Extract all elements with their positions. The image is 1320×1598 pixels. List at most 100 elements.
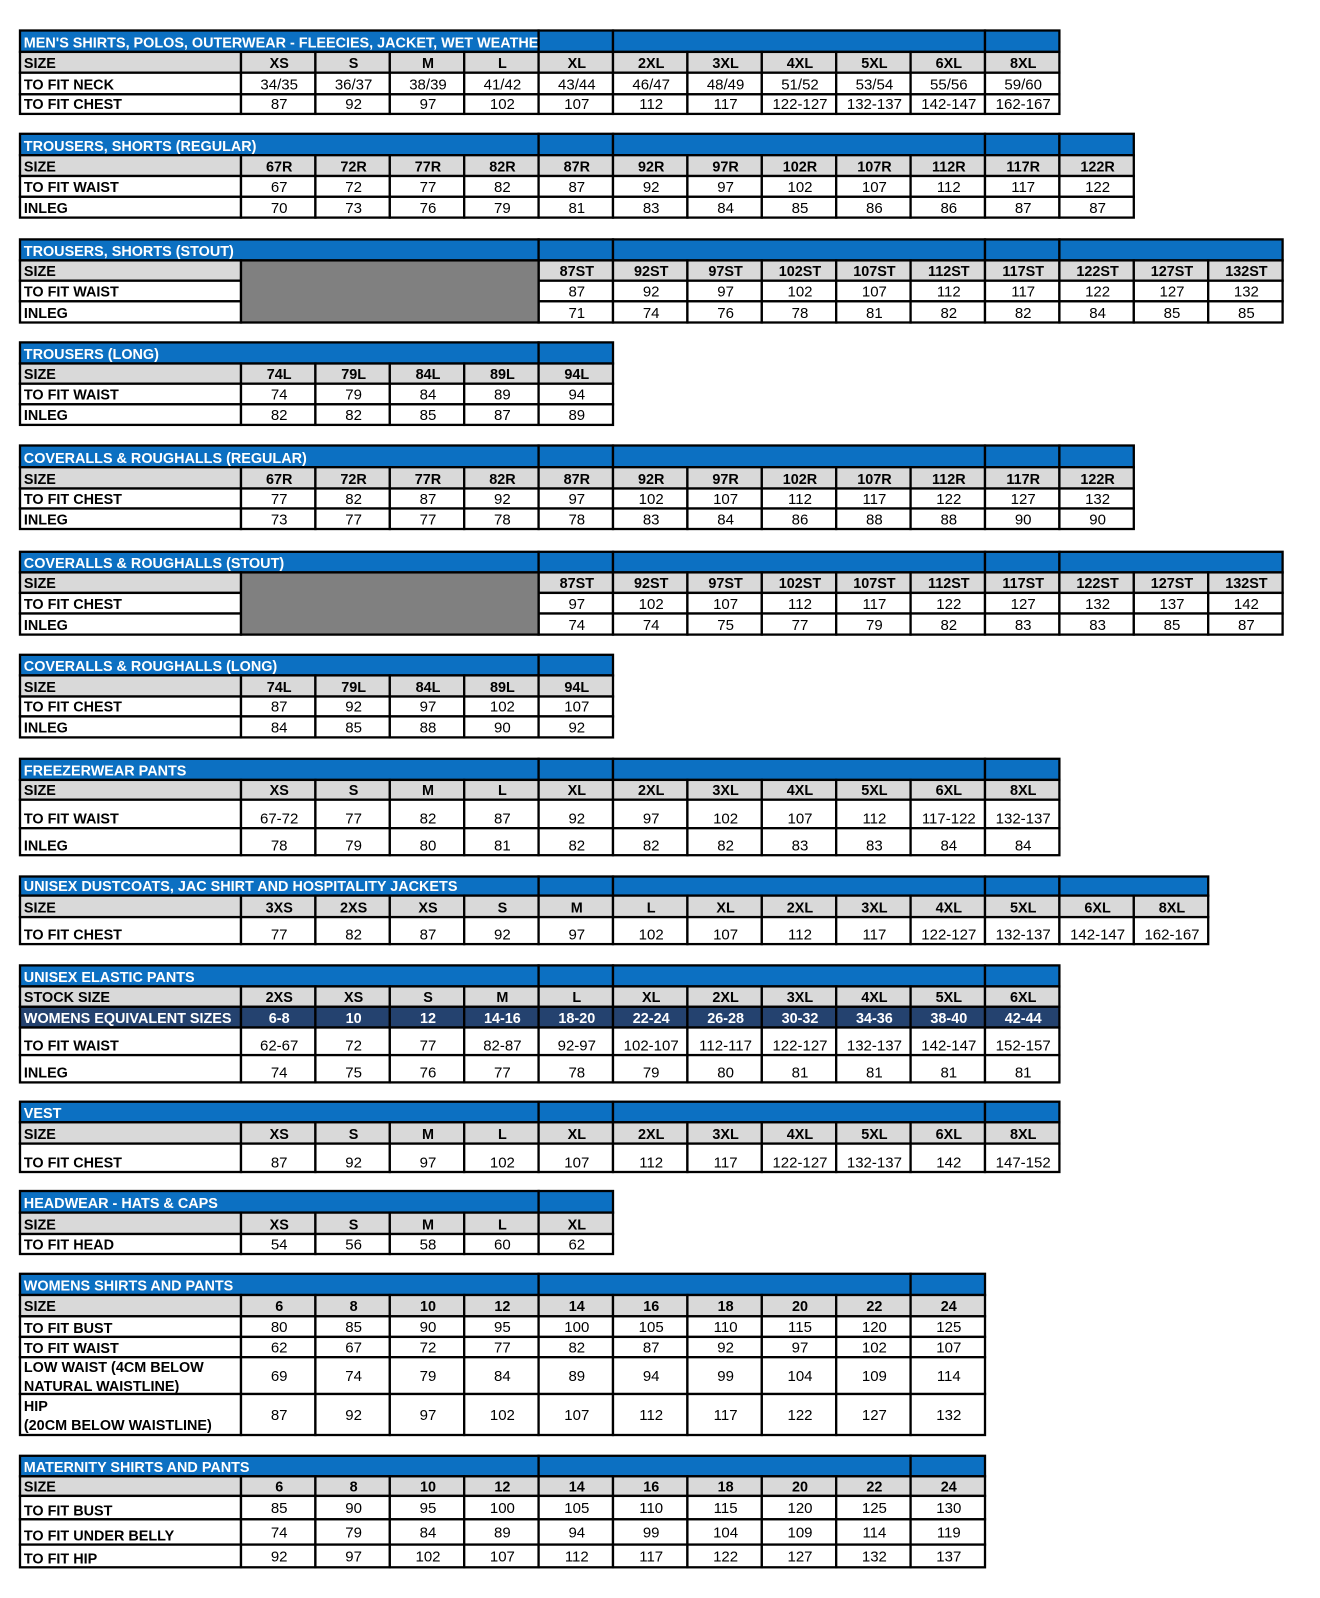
svg-text:SIZE: SIZE: [24, 1480, 56, 1496]
svg-text:79: 79: [643, 1065, 660, 1082]
svg-text:74L: 74L: [267, 367, 292, 383]
svg-text:8: 8: [350, 1480, 358, 1496]
svg-text:112-117: 112-117: [699, 1037, 752, 1054]
svg-text:125: 125: [936, 1319, 961, 1336]
svg-text:INLEG: INLEG: [24, 201, 68, 217]
svg-text:117: 117: [1011, 284, 1035, 301]
svg-text:SIZE: SIZE: [24, 264, 56, 280]
svg-text:87: 87: [494, 407, 511, 424]
svg-text:82: 82: [271, 407, 288, 424]
svg-text:5XL: 5XL: [861, 56, 888, 72]
svg-text:87R: 87R: [564, 159, 591, 175]
svg-text:127: 127: [787, 1548, 812, 1565]
svg-text:97: 97: [420, 1407, 437, 1424]
svg-text:81: 81: [1015, 1065, 1032, 1082]
svg-text:(20CM BELOW WAISTLINE): (20CM BELOW WAISTLINE): [24, 1418, 212, 1434]
svg-text:77: 77: [271, 926, 288, 943]
svg-text:120: 120: [862, 1319, 887, 1336]
svg-text:132-137: 132-137: [996, 926, 1051, 943]
svg-text:XS: XS: [344, 990, 364, 1006]
svg-text:87: 87: [420, 926, 437, 943]
svg-text:112: 112: [788, 491, 812, 508]
svg-text:87: 87: [568, 284, 585, 301]
svg-text:107: 107: [713, 491, 738, 508]
svg-text:92: 92: [568, 720, 585, 737]
svg-text:112R: 112R: [932, 159, 966, 175]
svg-text:41/42: 41/42: [484, 77, 522, 94]
svg-text:94: 94: [568, 387, 585, 404]
svg-text:71: 71: [568, 305, 585, 322]
svg-text:XL: XL: [568, 1217, 587, 1233]
svg-text:TO FIT WAIST: TO FIT WAIST: [24, 1341, 119, 1357]
svg-text:132-137: 132-137: [847, 96, 902, 113]
svg-text:78: 78: [792, 305, 809, 322]
svg-text:5XL: 5XL: [861, 783, 888, 799]
svg-text:TO FIT WAIST: TO FIT WAIST: [24, 1038, 119, 1054]
svg-text:TO FIT CHEST: TO FIT CHEST: [24, 700, 122, 716]
svg-text:INLEG: INLEG: [24, 306, 68, 322]
svg-text:79: 79: [345, 1524, 362, 1541]
svg-text:43/44: 43/44: [558, 77, 596, 94]
svg-text:89: 89: [494, 1524, 511, 1541]
svg-text:INLEG: INLEG: [24, 721, 68, 737]
svg-text:81: 81: [792, 1065, 809, 1082]
svg-text:78: 78: [568, 511, 585, 528]
svg-text:74L: 74L: [267, 680, 292, 696]
svg-text:S: S: [349, 1217, 359, 1233]
svg-text:26-28: 26-28: [707, 1011, 744, 1027]
svg-text:97: 97: [420, 699, 437, 716]
svg-text:110: 110: [639, 1500, 663, 1517]
svg-text:82: 82: [717, 838, 734, 855]
svg-text:102R: 102R: [783, 472, 818, 488]
svg-text:24: 24: [941, 1299, 957, 1315]
svg-text:79: 79: [494, 200, 511, 217]
svg-text:102: 102: [490, 96, 515, 113]
svg-text:89: 89: [494, 387, 511, 404]
svg-text:2XL: 2XL: [638, 1127, 665, 1143]
svg-text:117: 117: [714, 1154, 738, 1171]
svg-text:142-147: 142-147: [921, 96, 976, 113]
svg-text:117R: 117R: [1006, 472, 1040, 488]
svg-text:53/54: 53/54: [856, 77, 894, 94]
svg-text:80: 80: [717, 1065, 734, 1082]
svg-text:20: 20: [792, 1480, 808, 1496]
svg-text:117: 117: [862, 926, 886, 943]
svg-text:102: 102: [639, 926, 664, 943]
svg-text:69: 69: [271, 1368, 288, 1385]
svg-text:10: 10: [346, 1011, 362, 1027]
svg-text:92R: 92R: [638, 472, 665, 488]
svg-text:TO FIT UNDER BELLY: TO FIT UNDER BELLY: [24, 1529, 175, 1545]
svg-text:105: 105: [639, 1319, 664, 1336]
svg-text:77R: 77R: [415, 159, 442, 175]
svg-text:92: 92: [345, 1154, 362, 1171]
svg-text:MEN'S SHIRTS, POLOS, OUTERWEAR: MEN'S SHIRTS, POLOS, OUTERWEAR - FLEECIE…: [24, 36, 550, 52]
svg-text:78: 78: [271, 838, 288, 855]
svg-text:74: 74: [271, 1065, 288, 1082]
svg-text:XL: XL: [716, 900, 735, 916]
svg-text:114: 114: [937, 1368, 961, 1385]
svg-text:94: 94: [568, 1524, 585, 1541]
svg-text:82: 82: [345, 491, 362, 508]
svg-text:NATURAL WAISTLINE): NATURAL WAISTLINE): [24, 1379, 180, 1395]
svg-text:119: 119: [937, 1524, 961, 1541]
svg-text:SIZE: SIZE: [24, 367, 56, 383]
svg-text:UNISEX ELASTIC PANTS: UNISEX ELASTIC PANTS: [24, 970, 195, 986]
svg-text:6: 6: [275, 1480, 283, 1496]
svg-text:TO FIT CHEST: TO FIT CHEST: [24, 927, 122, 943]
svg-text:102ST: 102ST: [779, 576, 822, 592]
svg-text:74: 74: [568, 617, 585, 634]
svg-text:80: 80: [420, 838, 437, 855]
svg-text:102: 102: [490, 1407, 515, 1424]
svg-text:60: 60: [494, 1236, 511, 1253]
svg-text:89L: 89L: [490, 367, 515, 383]
svg-text:86: 86: [792, 511, 809, 528]
svg-text:122: 122: [787, 1407, 812, 1424]
svg-text:3XS: 3XS: [266, 900, 294, 916]
svg-text:100: 100: [490, 1500, 515, 1517]
svg-text:132-137: 132-137: [996, 811, 1051, 828]
svg-text:117ST: 117ST: [1002, 264, 1044, 280]
svg-text:120: 120: [787, 1500, 812, 1517]
svg-text:COVERALLS & ROUGHALLS (STOUT): COVERALLS & ROUGHALLS (STOUT): [24, 556, 285, 572]
svg-text:132: 132: [1085, 596, 1110, 613]
svg-text:S: S: [349, 1127, 359, 1143]
